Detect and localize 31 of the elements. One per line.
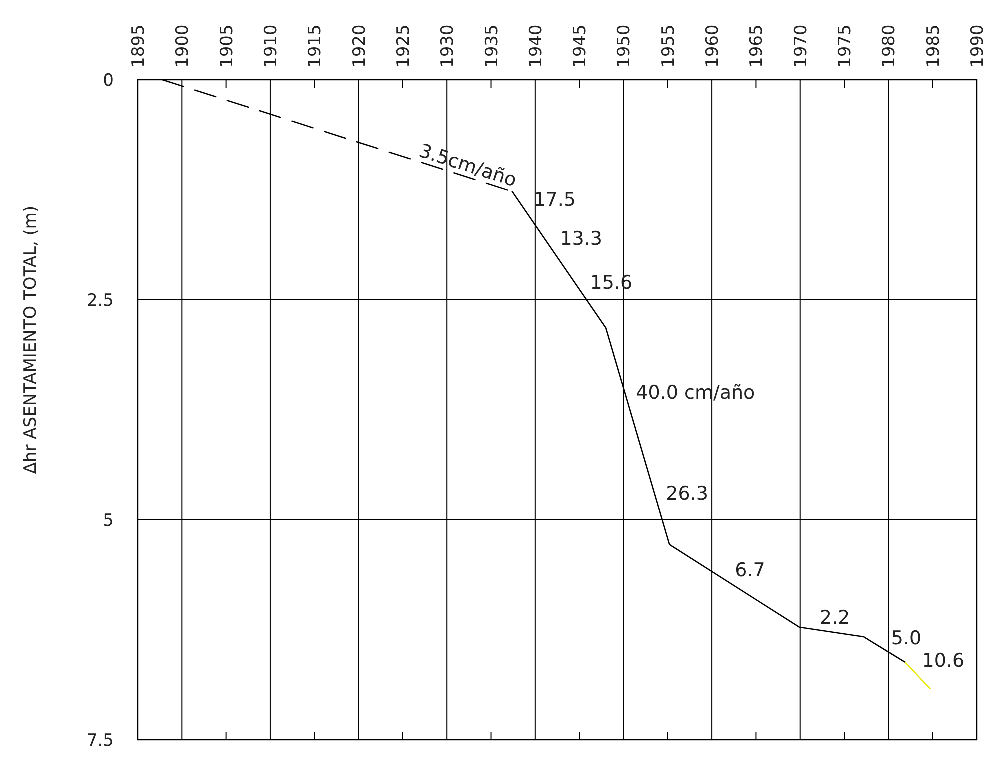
x-tick-label: 1910 bbox=[261, 24, 282, 68]
x-tick-label: 1975 bbox=[836, 24, 856, 68]
x-tick-label: 1930 bbox=[438, 24, 458, 68]
x-tick-label: 1895 bbox=[129, 24, 149, 68]
y-tick-label: 2.5 bbox=[86, 291, 114, 311]
x-tick-label: 1900 bbox=[173, 24, 194, 68]
y-tick-label: 0 bbox=[103, 71, 114, 91]
x-tick-label: 1945 bbox=[570, 24, 591, 68]
x-tick-label: 1905 bbox=[217, 24, 238, 68]
x-tick-label: 1940 bbox=[526, 24, 546, 68]
x-tick-label: 1925 bbox=[394, 24, 414, 68]
annotation: 5.0 bbox=[891, 627, 922, 650]
x-tick-label: 1955 bbox=[658, 24, 679, 68]
annotation: 10.6 bbox=[922, 650, 965, 672]
x-tick-label: 1935 bbox=[482, 24, 502, 68]
x-tick-label: 1985 bbox=[924, 24, 944, 68]
x-tick-label: 1950 bbox=[614, 24, 635, 68]
x-tick-label: 1980 bbox=[880, 24, 900, 68]
y-tick-label: 7.5 bbox=[86, 731, 114, 751]
annotation: 6.7 bbox=[735, 560, 766, 582]
y-axis-title: Δhr ASENTAMIENTO TOTAL, (m) bbox=[21, 206, 41, 474]
x-tick-label: 1915 bbox=[306, 24, 326, 68]
annotation: 13.3 bbox=[560, 228, 603, 250]
x-tick-label: 1990 bbox=[968, 24, 988, 68]
y-tick-label: 5 bbox=[103, 511, 114, 531]
annotation: 2.2 bbox=[820, 607, 850, 630]
x-tick-label: 1920 bbox=[350, 24, 370, 68]
x-tick-label: 1970 bbox=[791, 24, 812, 68]
x-tick-label: 1960 bbox=[703, 24, 724, 68]
annotation: 26.3 bbox=[666, 483, 708, 506]
x-tick-label: 1965 bbox=[747, 24, 768, 68]
